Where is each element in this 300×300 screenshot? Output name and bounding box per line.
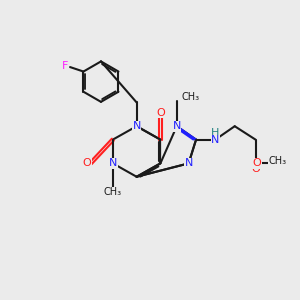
Text: CH₃: CH₃ [269, 156, 287, 166]
Text: N: N [172, 121, 181, 131]
Text: O: O [253, 158, 261, 168]
Text: –: – [281, 158, 286, 168]
Text: F: F [61, 61, 68, 70]
Text: N: N [132, 121, 141, 131]
Text: N: N [184, 158, 193, 168]
Text: O: O [251, 164, 260, 174]
Text: N: N [109, 158, 117, 168]
Text: O: O [82, 158, 91, 168]
Text: O: O [156, 108, 165, 118]
Text: H: H [211, 128, 220, 138]
Text: CH₃: CH₃ [181, 92, 199, 102]
Text: CH₃: CH₃ [104, 187, 122, 197]
Text: N: N [211, 136, 220, 146]
